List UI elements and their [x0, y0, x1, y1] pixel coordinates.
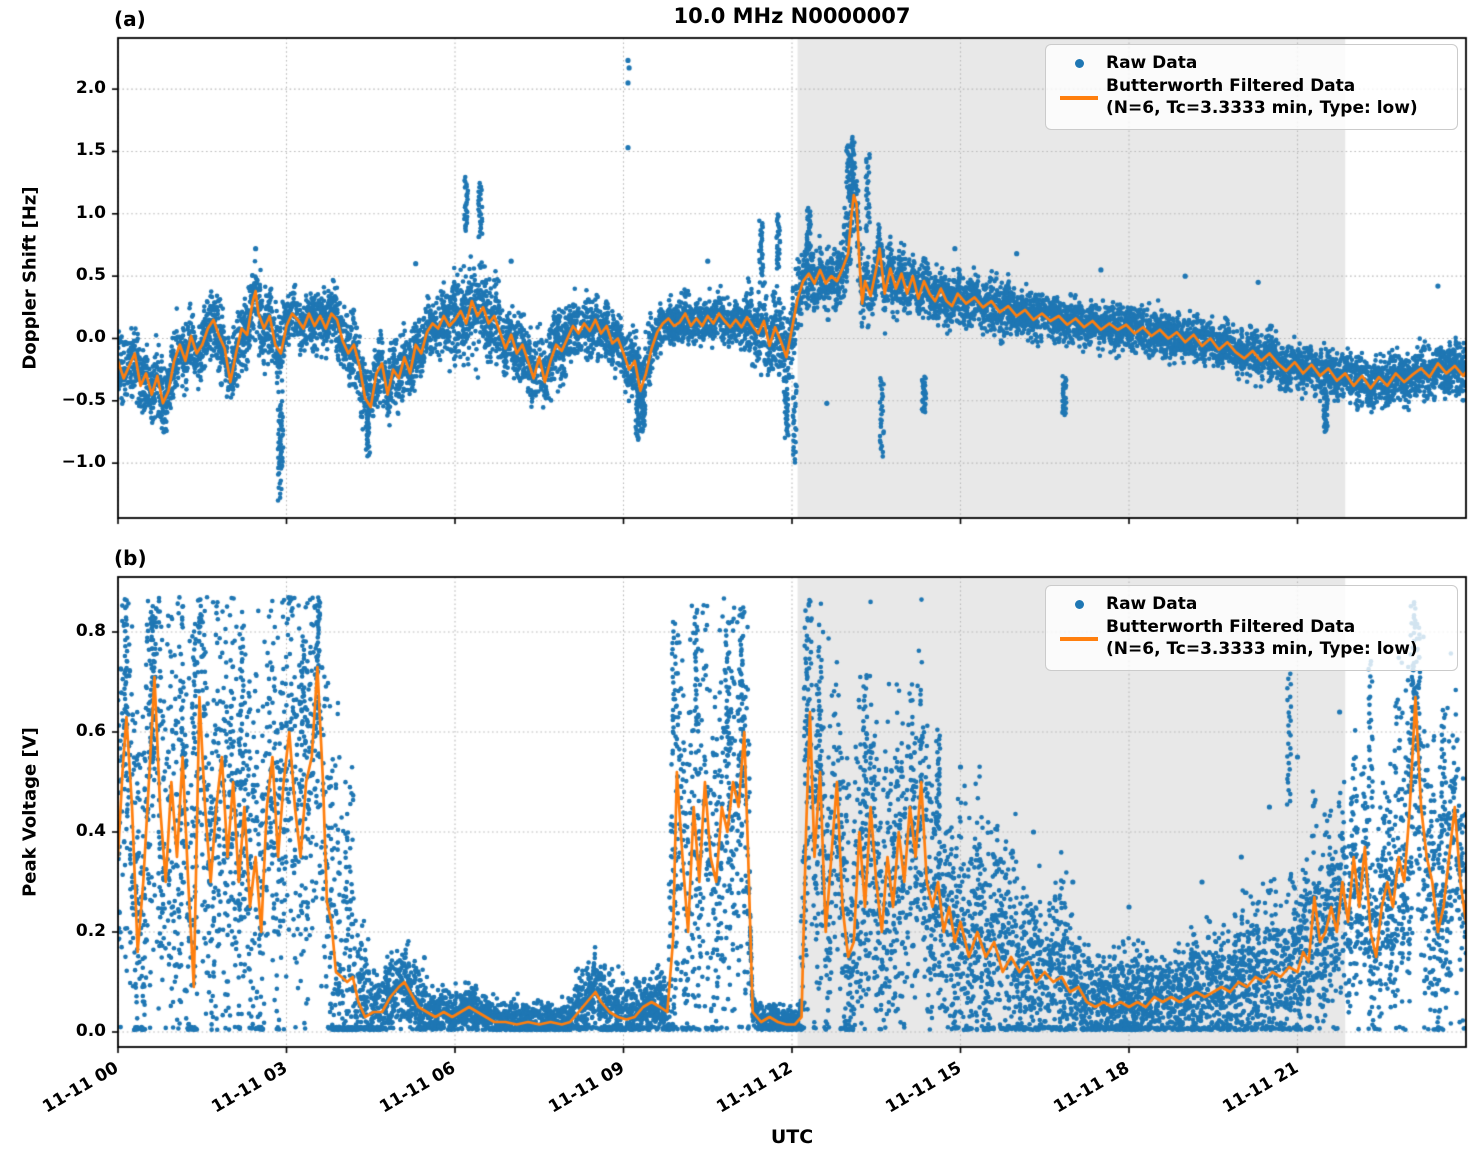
y-tick-label: 1.5	[75, 140, 106, 161]
legend-item-raw: Raw Data	[1052, 594, 1449, 616]
y-tick-label: 0.0	[75, 327, 106, 348]
raw-data-marker-icon	[1052, 59, 1106, 69]
y-tick-label: −1.0	[61, 452, 106, 473]
y-tick-label: 2.0	[75, 78, 106, 99]
y-axis-label-voltage: Peak Voltage [V]	[19, 727, 41, 897]
panel-label-a: (a)	[114, 7, 146, 31]
y-tick-label: 0.5	[75, 265, 106, 286]
legend-item-filtered: Butterworth Filtered Data (N=6, Tc=3.333…	[1052, 617, 1449, 661]
y-tick-label: 1.0	[75, 202, 106, 223]
legend-raw-label: Raw Data	[1106, 53, 1198, 73]
legend-a: Raw Data Butterworth Filtered Data (N=6,…	[1045, 44, 1458, 131]
legend-filtered-label: Butterworth Filtered Data	[1106, 75, 1356, 96]
legend-raw-label: Raw Data	[1106, 594, 1198, 614]
y-tick-label: 0.4	[75, 821, 106, 841]
x-axis-label: UTC	[770, 1126, 814, 1148]
legend-filtered-sublabel: (N=6, Tc=3.3333 min, Type: low)	[1106, 97, 1418, 118]
y-tick-label: 0.6	[75, 721, 106, 741]
y-tick-label: −0.5	[61, 389, 106, 410]
raw-data-marker-icon	[1052, 600, 1106, 610]
legend-filtered-sublabel: (N=6, Tc=3.3333 min, Type: low)	[1106, 638, 1418, 659]
legend-item-raw: Raw Data	[1052, 53, 1449, 75]
figure-title: 10.0 MHz N0000007	[673, 4, 911, 28]
y-tick-label: 0.8	[75, 621, 106, 641]
filtered-line-marker-icon	[1052, 636, 1106, 641]
filtered-line-marker-icon	[1052, 95, 1106, 100]
legend-item-filtered: Butterworth Filtered Data (N=6, Tc=3.333…	[1052, 76, 1449, 120]
y-tick-label: 0.2	[75, 921, 106, 941]
panel-label-b: (b)	[114, 546, 147, 570]
legend-filtered-label: Butterworth Filtered Data	[1106, 616, 1356, 637]
y-tick-label: 0.0	[75, 1021, 106, 1041]
legend-b: Raw Data Butterworth Filtered Data (N=6,…	[1045, 585, 1458, 672]
